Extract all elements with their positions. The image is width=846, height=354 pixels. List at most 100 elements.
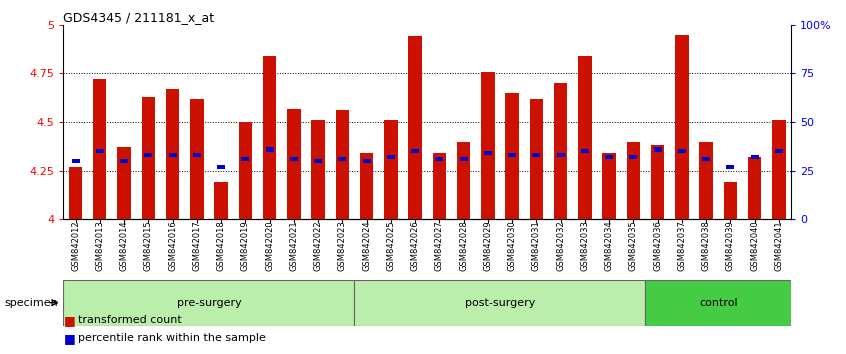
Bar bbox=[93, 79, 107, 219]
Text: GSM842031: GSM842031 bbox=[532, 221, 541, 271]
Text: GSM842023: GSM842023 bbox=[338, 221, 347, 271]
Bar bbox=[505, 93, 519, 219]
Bar bbox=[311, 120, 325, 219]
Text: GSM842017: GSM842017 bbox=[192, 221, 201, 271]
Bar bbox=[287, 108, 300, 219]
Text: GSM842024: GSM842024 bbox=[362, 221, 371, 271]
Text: GSM842032: GSM842032 bbox=[556, 221, 565, 271]
Bar bbox=[314, 159, 322, 163]
Text: GSM842028: GSM842028 bbox=[459, 221, 468, 271]
Text: GSM842041: GSM842041 bbox=[774, 221, 783, 271]
Text: GSM842026: GSM842026 bbox=[410, 221, 420, 271]
Bar bbox=[678, 149, 686, 154]
Text: GSM842040: GSM842040 bbox=[750, 221, 759, 271]
Bar bbox=[651, 145, 664, 219]
Bar bbox=[166, 89, 179, 219]
Bar bbox=[432, 153, 446, 219]
Bar bbox=[436, 157, 443, 161]
Bar bbox=[336, 110, 349, 219]
Bar bbox=[239, 122, 252, 219]
Bar bbox=[409, 36, 422, 219]
Bar bbox=[214, 182, 228, 219]
Bar bbox=[118, 147, 131, 219]
Bar bbox=[578, 56, 591, 219]
Bar bbox=[120, 159, 128, 163]
Bar bbox=[532, 153, 541, 158]
Text: GSM842013: GSM842013 bbox=[96, 221, 104, 271]
Bar bbox=[772, 120, 786, 219]
Bar bbox=[645, 280, 791, 326]
Bar bbox=[484, 151, 492, 155]
Bar bbox=[775, 149, 783, 154]
Text: specimen: specimen bbox=[4, 298, 58, 308]
Bar bbox=[72, 159, 80, 163]
Text: GSM842016: GSM842016 bbox=[168, 221, 177, 271]
Bar bbox=[266, 147, 273, 152]
Bar bbox=[557, 153, 564, 158]
Text: GSM842025: GSM842025 bbox=[387, 221, 395, 271]
Text: GSM842035: GSM842035 bbox=[629, 221, 638, 271]
Bar bbox=[141, 97, 155, 219]
Bar bbox=[602, 153, 616, 219]
Text: GSM842021: GSM842021 bbox=[289, 221, 299, 271]
Bar bbox=[748, 157, 761, 219]
Bar bbox=[700, 142, 713, 219]
Text: ■: ■ bbox=[63, 332, 75, 344]
Text: GSM842030: GSM842030 bbox=[508, 221, 517, 271]
Text: control: control bbox=[699, 298, 738, 308]
Text: GSM842014: GSM842014 bbox=[119, 221, 129, 271]
Bar bbox=[457, 142, 470, 219]
Bar bbox=[605, 155, 613, 159]
Bar bbox=[96, 149, 104, 154]
Bar bbox=[360, 153, 373, 219]
Bar bbox=[581, 149, 589, 154]
Bar bbox=[168, 153, 177, 158]
Text: post-surgery: post-surgery bbox=[464, 298, 536, 308]
Bar bbox=[384, 120, 398, 219]
Bar bbox=[190, 99, 204, 219]
Bar bbox=[217, 165, 225, 169]
Bar bbox=[459, 157, 468, 161]
Bar bbox=[193, 153, 201, 158]
Bar bbox=[363, 159, 371, 163]
Bar bbox=[263, 56, 277, 219]
Bar bbox=[554, 83, 568, 219]
Bar bbox=[481, 72, 495, 219]
Bar bbox=[675, 34, 689, 219]
Bar bbox=[702, 157, 710, 161]
Text: GSM842019: GSM842019 bbox=[241, 221, 250, 271]
Text: GSM842015: GSM842015 bbox=[144, 221, 153, 271]
Bar bbox=[411, 149, 419, 154]
Text: GDS4345 / 211181_x_at: GDS4345 / 211181_x_at bbox=[63, 11, 215, 24]
Bar bbox=[338, 157, 346, 161]
Text: GSM842038: GSM842038 bbox=[701, 221, 711, 272]
Bar bbox=[508, 153, 516, 158]
Bar bbox=[63, 280, 354, 326]
Text: GSM842037: GSM842037 bbox=[678, 221, 686, 272]
Text: GSM842029: GSM842029 bbox=[483, 221, 492, 271]
Text: GSM842034: GSM842034 bbox=[605, 221, 613, 271]
Bar bbox=[750, 155, 759, 159]
Bar bbox=[723, 182, 737, 219]
Text: GSM842033: GSM842033 bbox=[580, 221, 590, 272]
Text: GSM842022: GSM842022 bbox=[314, 221, 322, 271]
Text: pre-surgery: pre-surgery bbox=[177, 298, 241, 308]
Text: GSM842012: GSM842012 bbox=[71, 221, 80, 271]
Bar bbox=[387, 155, 395, 159]
Text: GSM842018: GSM842018 bbox=[217, 221, 226, 271]
Bar bbox=[530, 99, 543, 219]
Text: percentile rank within the sample: percentile rank within the sample bbox=[78, 333, 266, 343]
Bar bbox=[241, 157, 250, 161]
Text: ■: ■ bbox=[63, 314, 75, 327]
Bar bbox=[290, 157, 298, 161]
Bar bbox=[69, 167, 82, 219]
Bar bbox=[354, 280, 645, 326]
Bar bbox=[654, 147, 662, 152]
Bar bbox=[727, 165, 734, 169]
Bar bbox=[629, 155, 637, 159]
Text: GSM842020: GSM842020 bbox=[265, 221, 274, 271]
Bar bbox=[627, 142, 640, 219]
Text: GSM842039: GSM842039 bbox=[726, 221, 735, 271]
Text: GSM842027: GSM842027 bbox=[435, 221, 444, 271]
Text: transformed count: transformed count bbox=[78, 315, 182, 325]
